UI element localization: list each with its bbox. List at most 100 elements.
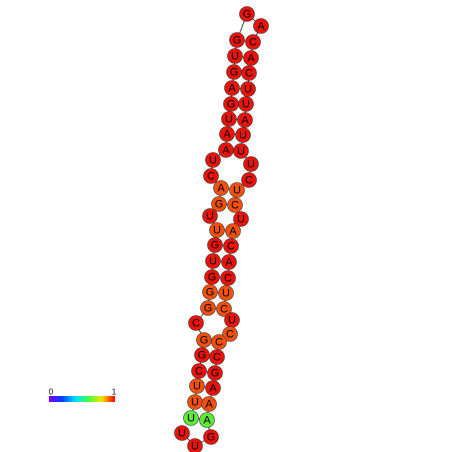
nucleotide-label: A	[223, 129, 231, 141]
nucleotide-label: U	[191, 397, 199, 409]
nucleotide	[211, 196, 227, 212]
nucleotide-label: U	[228, 315, 236, 327]
colorbar	[49, 396, 115, 402]
nucleotide-label: G	[243, 9, 252, 21]
nucleotide-label: G	[211, 240, 220, 252]
nucleotide-label: U	[213, 225, 221, 237]
nucleotide-label: C	[213, 352, 221, 364]
nucleotide	[227, 48, 243, 64]
nucleotide-label: A	[217, 183, 225, 195]
nucleotide-label: U	[191, 441, 199, 452]
nucleotide-label: C	[195, 366, 203, 378]
nucleotide	[205, 380, 221, 396]
nucleotide	[243, 156, 259, 172]
nucleotide-label: U	[225, 114, 233, 126]
nucleotide-label: G	[227, 99, 236, 111]
nucleotide	[202, 208, 218, 224]
nucleotide-label: A	[203, 415, 211, 427]
nucleotide	[233, 211, 249, 227]
nucleotide	[201, 396, 217, 412]
nucleotide	[238, 96, 254, 112]
nucleotide-label: U	[247, 159, 255, 171]
nucleotide-label: C	[207, 171, 215, 183]
nucleotide-label: C	[249, 37, 257, 49]
nucleotide-label: U	[237, 214, 245, 226]
nucleotide	[213, 180, 229, 196]
nucleotide-label: C	[245, 68, 253, 80]
nucleotide-label: A	[225, 257, 233, 269]
nucleotide-label: C	[245, 175, 253, 187]
nucleotide-label: G	[204, 303, 213, 315]
nucleotide-label: U	[239, 130, 247, 142]
nucleotide	[188, 315, 204, 331]
nucleotide-label: A	[257, 21, 265, 33]
nucleotide	[203, 429, 219, 445]
nucleotide	[200, 300, 216, 316]
nucleotide	[209, 349, 225, 365]
nucleotide	[227, 197, 243, 213]
nucleotide-label: A	[222, 145, 230, 157]
nucleotide-label: G	[230, 67, 239, 79]
nucleotide-label: G	[198, 350, 207, 362]
nucleotide-label: C	[215, 337, 223, 349]
nucleotide	[224, 80, 240, 96]
nucleotide	[241, 172, 257, 188]
nucleotide-label: C	[224, 273, 232, 285]
nucleotide-label: U	[209, 155, 217, 167]
nucleotide-label: C	[192, 318, 200, 330]
nucleotide	[253, 18, 269, 34]
nucleotide	[221, 254, 237, 270]
nucleotide-label: C	[227, 241, 235, 253]
nucleotide	[216, 301, 232, 317]
colorbar-max: 1	[112, 388, 117, 397]
nucleotide-label: A	[228, 83, 236, 95]
nucleotide-label: A	[229, 226, 237, 238]
nucleotide-label: U	[187, 413, 195, 425]
nucleotide	[229, 32, 245, 48]
nucleotide-label: U	[233, 185, 241, 197]
nucleotide-label: G	[208, 272, 217, 284]
nucleotide-label: U	[231, 51, 239, 63]
nucleotide-label: U	[206, 211, 214, 223]
nucleotide-label: U	[237, 146, 245, 158]
nucleotide-label: G	[200, 335, 209, 347]
nucleotide	[191, 363, 207, 379]
nucleotide	[222, 326, 238, 342]
nucleotide-label: G	[211, 368, 220, 380]
nucleotide-label: C	[231, 200, 239, 212]
nucleotide	[223, 238, 239, 254]
nucleotide-label: U	[193, 381, 201, 393]
colorbar-min: 0	[49, 388, 54, 397]
nucleotide	[205, 152, 221, 168]
nucleotide-label: G	[215, 199, 224, 211]
nucleotide-label: U	[244, 84, 252, 96]
nucleotide	[187, 438, 203, 452]
nucleotide-label: C	[220, 304, 228, 316]
nucleotide-label: A	[209, 383, 217, 395]
nucleotide-label: A	[241, 115, 249, 127]
nucleotide-label: G	[233, 35, 242, 47]
nucleotide-label: G	[206, 287, 215, 299]
nucleotide	[174, 425, 190, 441]
nucleotide	[235, 127, 251, 143]
nucleotide	[183, 410, 199, 426]
nucleotide	[241, 65, 257, 81]
nucleotide-label: U	[178, 428, 186, 440]
nucleotide	[245, 34, 261, 50]
nucleotide	[205, 253, 221, 269]
nucleotide-label: U	[242, 99, 250, 111]
nucleotide-label: A	[205, 399, 213, 411]
nucleotide-label: C	[226, 329, 234, 341]
nucleotide-label: U	[222, 288, 230, 300]
nucleotide	[203, 168, 219, 184]
nucleotide	[209, 222, 225, 238]
nucleotide-label: A	[247, 53, 255, 65]
nucleotide	[233, 143, 249, 159]
nucleotide	[199, 412, 215, 428]
nucleotide-label: U	[209, 256, 217, 268]
nucleotide-label: G	[207, 432, 216, 444]
nucleotide	[204, 269, 220, 285]
nucleotide	[239, 6, 255, 22]
nucleotide	[218, 285, 234, 301]
